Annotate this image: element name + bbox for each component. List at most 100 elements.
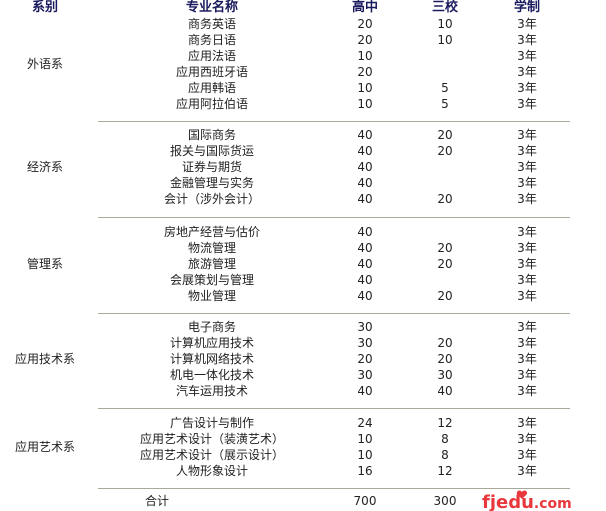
cell-major: 会展策划与管理 (169, 273, 255, 287)
cell-duration: 3年 (517, 368, 537, 382)
cell-major: 报关与国际货运 (169, 144, 255, 158)
department-label: 应用技术系 (14, 352, 76, 366)
cell-major: 应用艺术设计（展示设计） (139, 448, 285, 462)
cell-high-school: 10 (357, 81, 373, 95)
group-divider (98, 217, 570, 218)
cell-duration: 3年 (517, 320, 537, 334)
cell-major: 旅游管理 (187, 257, 237, 271)
cell-duration: 3年 (517, 448, 537, 462)
cell-duration: 3年 (517, 289, 537, 303)
cell-major: 应用西班牙语 (175, 65, 249, 79)
cell-major: 汽车运用技术 (175, 384, 249, 398)
cell-duration: 3年 (517, 416, 537, 430)
header-duration: 学制 (513, 0, 541, 15)
cell-major: 证券与期货 (181, 160, 243, 174)
cell-high-school: 24 (357, 416, 373, 430)
group-divider (98, 488, 570, 489)
cell-high-school: 30 (357, 320, 373, 334)
cell-three-schools: 20 (437, 128, 453, 142)
cell-major: 国际商务 (187, 128, 237, 142)
cell-major: 应用艺术设计（装潢艺术） (139, 432, 285, 446)
cell-major: 房地产经营与估价 (163, 225, 261, 239)
cell-three-schools: 20 (437, 352, 453, 366)
cell-major: 会计（涉外会计） (163, 192, 261, 206)
cell-duration: 3年 (517, 81, 537, 95)
cell-high-school: 40 (357, 257, 373, 271)
group-divider (98, 121, 570, 122)
cell-high-school: 40 (357, 192, 373, 206)
cell-high-school: 10 (357, 49, 373, 63)
cell-major: 金融管理与实务 (169, 176, 255, 190)
cell-major: 机电一体化技术 (169, 368, 255, 382)
cell-duration: 3年 (517, 432, 537, 446)
cell-three-schools: 20 (437, 336, 453, 350)
cell-major: 商务英语 (187, 17, 237, 31)
cell-duration: 3年 (517, 192, 537, 206)
cell-three-schools: 20 (437, 241, 453, 255)
svg-text:fjedu.com: fjedu.com (482, 492, 572, 511)
cell-three-schools: 10 (437, 33, 453, 47)
cell-three-schools: 8 (441, 448, 449, 462)
cell-duration: 3年 (517, 384, 537, 398)
group-divider (98, 313, 570, 314)
cell-high-school: 40 (357, 241, 373, 255)
header-major: 专业名称 (185, 0, 239, 15)
cell-high-school: 16 (357, 464, 373, 478)
cell-major: 物业管理 (187, 289, 237, 303)
cell-high-school: 30 (357, 368, 373, 382)
cell-high-school: 40 (357, 176, 373, 190)
group-divider (98, 408, 570, 409)
cell-high-school: 40 (357, 128, 373, 142)
cell-three-schools: 8 (441, 432, 449, 446)
cell-three-schools: 5 (441, 97, 449, 111)
total-three-schools: 300 (433, 494, 457, 508)
cell-duration: 3年 (517, 352, 537, 366)
cell-three-schools: 12 (437, 416, 453, 430)
cell-three-schools: 40 (437, 384, 453, 398)
cell-major: 电子商务 (187, 320, 237, 334)
header-department: 系别 (31, 0, 59, 15)
department-label: 经济系 (26, 160, 64, 174)
cell-high-school: 20 (357, 33, 373, 47)
cell-duration: 3年 (517, 176, 537, 190)
cell-three-schools: 20 (437, 257, 453, 271)
cell-major: 广告设计与制作 (169, 416, 255, 430)
cell-duration: 3年 (517, 128, 537, 142)
cell-major: 商务日语 (187, 33, 237, 47)
cell-high-school: 40 (357, 144, 373, 158)
department-label: 管理系 (26, 257, 64, 271)
cell-duration: 3年 (517, 273, 537, 287)
cell-duration: 3年 (517, 257, 537, 271)
cell-high-school: 10 (357, 448, 373, 462)
cell-duration: 3年 (517, 241, 537, 255)
cell-duration: 3年 (517, 225, 537, 239)
cell-major: 应用韩语 (187, 81, 237, 95)
cell-high-school: 20 (357, 65, 373, 79)
cell-high-school: 40 (357, 273, 373, 287)
cell-major: 应用阿拉伯语 (175, 97, 249, 111)
cell-three-schools: 5 (441, 81, 449, 95)
cell-major: 计算机网络技术 (169, 352, 255, 366)
cell-three-schools: 20 (437, 192, 453, 206)
cell-high-school: 40 (357, 225, 373, 239)
cell-high-school: 30 (357, 336, 373, 350)
cell-duration: 3年 (517, 336, 537, 350)
cell-duration: 3年 (517, 17, 537, 31)
cell-high-school: 40 (357, 160, 373, 174)
total-label: 合计 (144, 494, 170, 508)
cell-duration: 3年 (517, 49, 537, 63)
cell-high-school: 40 (357, 384, 373, 398)
cell-duration: 3年 (517, 33, 537, 47)
cell-three-schools: 20 (437, 289, 453, 303)
cell-three-schools: 10 (437, 17, 453, 31)
cell-duration: 3年 (517, 144, 537, 158)
cell-major: 应用法语 (187, 49, 237, 63)
cell-high-school: 10 (357, 432, 373, 446)
cell-major: 物流管理 (187, 241, 237, 255)
cell-high-school: 10 (357, 97, 373, 111)
total-high-school: 700 (353, 494, 377, 508)
department-label: 应用艺术系 (14, 440, 76, 454)
cell-high-school: 20 (357, 17, 373, 31)
watermark-logo: fjedu.com (482, 489, 604, 511)
